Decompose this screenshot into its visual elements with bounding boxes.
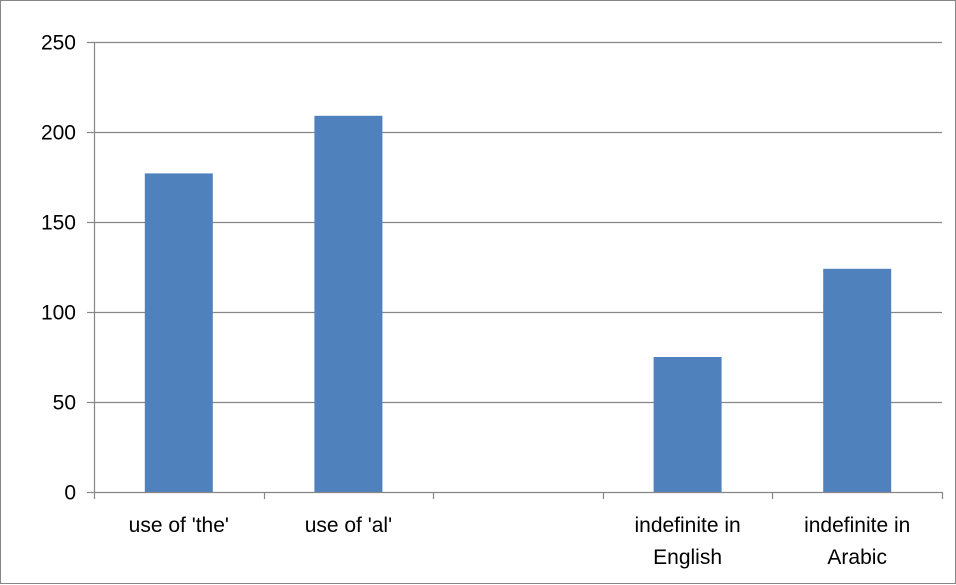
bar [314,115,383,493]
y-tick-label: 250 [41,32,76,55]
y-tick-label: 100 [41,302,76,325]
y-tick-label: 150 [41,212,76,235]
y-tick-label: 0 [64,482,76,505]
bar [144,173,213,492]
tick-labels: 0 50 100 150 200 250 use of 'the' use of 'al' in… [41,32,910,570]
y-tick-label: 50 [53,392,76,415]
bar [653,357,722,492]
x-tick-label: indefinite in Arabic [804,514,910,569]
x-tick-label: use of 'al' [305,514,392,537]
axes [87,41,944,499]
x-tick-label: use of 'the' [129,514,229,537]
gridlines [94,41,942,404]
bars [144,115,892,493]
x-tick-label: indefinite in English [634,514,740,569]
y-tick-label: 200 [41,122,76,145]
bar [823,268,892,492]
